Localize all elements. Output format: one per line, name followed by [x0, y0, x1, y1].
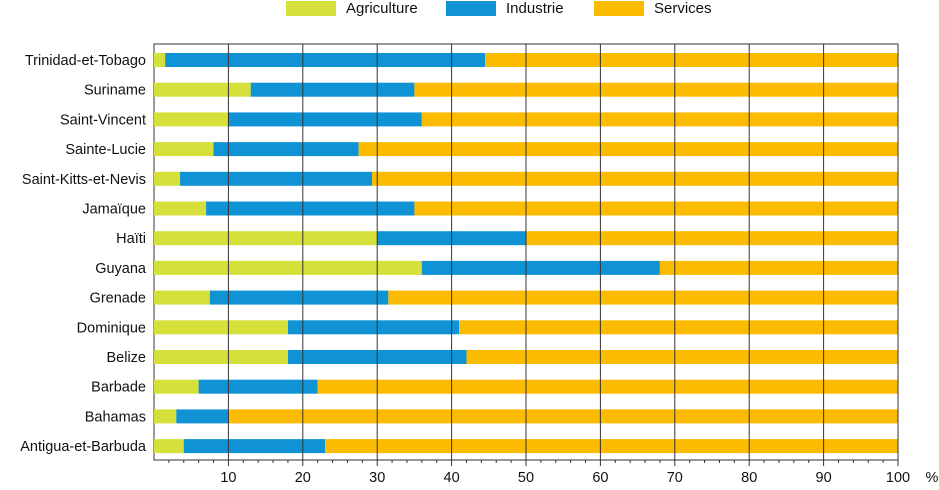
bar-industrie-bahamas: [176, 409, 229, 424]
bar-services-antigua-et-barbuda: [325, 439, 898, 454]
category-label-grenade: Grenade: [90, 291, 146, 307]
x-tick-label-10: 10: [220, 470, 236, 486]
legend-label-industrie: Industrie: [506, 0, 564, 17]
chart-legend: Agriculture Industrie Services: [0, 0, 939, 24]
category-label-jamaique: Jamaïque: [82, 202, 146, 218]
legend-swatch-services: [594, 1, 644, 16]
bar-industrie-suriname: [250, 82, 415, 97]
bar-services-suriname: [414, 82, 898, 97]
bar-agriculture-guyana: [154, 260, 422, 275]
bar-services-trinidad-et-tobago: [485, 53, 898, 67]
category-label-sainte-lucie: Sainte-Lucie: [65, 142, 146, 158]
bar-industrie-antigua-et-barbuda: [183, 439, 326, 454]
bar-agriculture-suriname: [154, 82, 251, 97]
bar-services-sainte-lucie: [358, 142, 899, 157]
bar-services-jamaique: [414, 201, 898, 216]
category-label-antigua-et-barbuda: Antigua-et-Barbuda: [20, 439, 147, 455]
category-label-haiti: Haïti: [116, 231, 146, 247]
bar-agriculture-saint-vincent: [154, 112, 229, 127]
x-tick-label-70: 70: [667, 470, 683, 486]
x-tick-label-30: 30: [369, 470, 385, 486]
bar-agriculture-trinidad-et-tobago: [154, 53, 166, 67]
category-label-trinidad-et-tobago: Trinidad-et-Tobago: [25, 53, 146, 69]
bar-services-belize: [466, 350, 898, 364]
x-tick-label-50: 50: [518, 470, 534, 486]
x-tick-label-60: 60: [592, 470, 608, 486]
bar-agriculture-bahamas: [154, 409, 177, 424]
category-label-belize: Belize: [107, 350, 147, 366]
bar-agriculture-jamaique: [154, 201, 207, 216]
bar-agriculture-barbade: [154, 379, 199, 394]
bar-services-haiti: [526, 231, 898, 246]
bar-agriculture-sainte-lucie: [154, 142, 214, 157]
bar-industrie-jamaique: [206, 201, 415, 216]
bar-industrie-dominique: [287, 320, 460, 335]
legend-label-agriculture: Agriculture: [346, 0, 418, 17]
category-label-saint-kitts-et-nevis: Saint-Kitts-et-Nevis: [22, 172, 146, 188]
bar-industrie-guyana: [421, 260, 660, 275]
bar-industrie-saint-kitts-et-nevis: [180, 171, 372, 186]
category-label-barbade: Barbade: [91, 380, 146, 396]
legend-item-agriculture: Agriculture: [286, 0, 418, 17]
category-label-dominique: Dominique: [77, 320, 146, 336]
category-label-saint-vincent: Saint-Vincent: [60, 112, 146, 128]
bar-services-saint-vincent: [421, 112, 898, 127]
bar-services-guyana: [659, 260, 898, 275]
bar-agriculture-dominique: [154, 320, 288, 335]
bar-agriculture-belize: [154, 350, 288, 364]
bar-services-grenade: [388, 290, 898, 305]
x-tick-label-40: 40: [444, 470, 460, 486]
bar-services-dominique: [459, 320, 898, 335]
x-axis-unit-label: %: [926, 470, 939, 486]
category-label-guyana: Guyana: [95, 261, 147, 277]
bar-services-bahamas: [228, 409, 898, 424]
bar-services-barbade: [317, 379, 898, 394]
legend-swatch-industrie: [446, 1, 496, 16]
legend-swatch-agriculture: [286, 1, 336, 16]
bar-industrie-barbade: [198, 379, 318, 394]
bar-agriculture-saint-kitts-et-nevis: [154, 171, 181, 186]
bar-industrie-grenade: [209, 290, 389, 305]
bar-industrie-saint-vincent: [228, 112, 422, 127]
x-tick-label-100: 100: [886, 470, 910, 486]
legend-item-services: Services: [594, 0, 712, 17]
bar-industrie-sainte-lucie: [213, 142, 359, 157]
category-label-suriname: Suriname: [84, 83, 146, 99]
bar-industrie-trinidad-et-tobago: [165, 53, 486, 67]
category-label-bahamas: Bahamas: [85, 409, 146, 425]
bar-services-saint-kitts-et-nevis: [371, 171, 898, 186]
bar-agriculture-antigua-et-barbuda: [154, 439, 184, 454]
x-tick-label-90: 90: [816, 470, 832, 486]
x-tick-label-80: 80: [741, 470, 757, 486]
bar-agriculture-grenade: [154, 290, 210, 305]
legend-label-services: Services: [654, 0, 712, 17]
x-tick-label-20: 20: [295, 470, 311, 486]
legend-item-industrie: Industrie: [446, 0, 564, 17]
bar-agriculture-haiti: [154, 231, 378, 246]
